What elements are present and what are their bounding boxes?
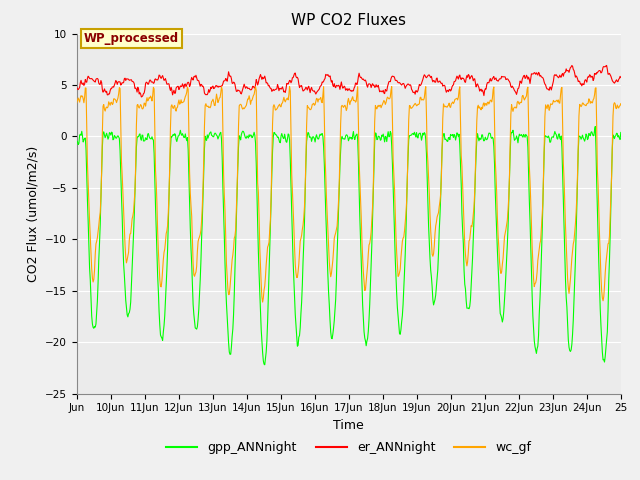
Y-axis label: CO2 Flux (umol/m2/s): CO2 Flux (umol/m2/s) xyxy=(26,145,40,282)
Legend: gpp_ANNnight, er_ANNnight, wc_gf: gpp_ANNnight, er_ANNnight, wc_gf xyxy=(161,436,536,459)
Title: WP CO2 Fluxes: WP CO2 Fluxes xyxy=(291,13,406,28)
Text: WP_processed: WP_processed xyxy=(84,32,179,45)
X-axis label: Time: Time xyxy=(333,419,364,432)
